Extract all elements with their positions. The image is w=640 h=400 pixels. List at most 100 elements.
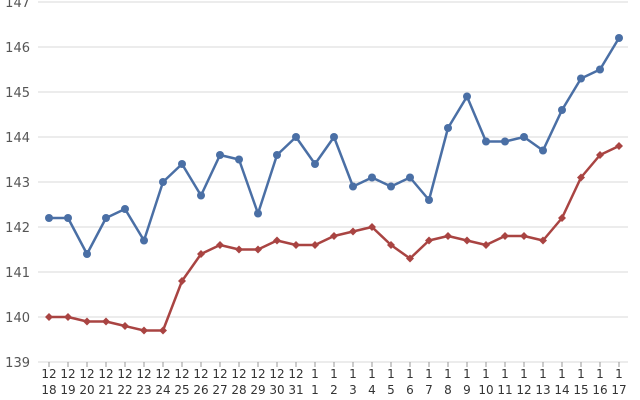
data-point bbox=[482, 241, 490, 249]
data-point bbox=[482, 137, 490, 146]
x-tick-label-day: 25 bbox=[174, 383, 189, 397]
x-tick-label-day: 1 bbox=[311, 383, 319, 397]
x-tick-label-month: 1 bbox=[463, 367, 471, 381]
data-point bbox=[102, 214, 110, 222]
data-point bbox=[159, 326, 167, 335]
data-point bbox=[539, 236, 547, 245]
x-tick-label-day: 9 bbox=[463, 383, 471, 397]
data-point bbox=[178, 160, 186, 168]
data-point bbox=[83, 250, 91, 258]
x-tick-label-day: 6 bbox=[406, 383, 414, 397]
x-tick-label-month: 12 bbox=[193, 367, 208, 381]
data-point bbox=[463, 92, 471, 101]
data-point bbox=[140, 326, 148, 335]
data-point bbox=[406, 173, 414, 182]
data-point bbox=[83, 317, 91, 326]
y-tick-label: 146 bbox=[5, 41, 30, 56]
x-tick-label-month: 1 bbox=[501, 367, 509, 381]
data-point bbox=[311, 160, 319, 168]
data-point bbox=[121, 322, 129, 330]
data-point bbox=[349, 227, 357, 236]
x-tick-label-month: 12 bbox=[79, 367, 94, 381]
x-tick-label-month: 1 bbox=[539, 367, 547, 381]
data-point bbox=[539, 146, 547, 155]
y-tick-label: 140 bbox=[5, 311, 30, 326]
x-tick-label-day: 5 bbox=[387, 383, 395, 397]
x-tick-label-month: 12 bbox=[60, 367, 75, 381]
data-point bbox=[577, 74, 585, 83]
data-point bbox=[558, 214, 566, 222]
y-tick-label: 147 bbox=[5, 0, 30, 11]
x-tick-label-day: 13 bbox=[535, 383, 550, 397]
data-point bbox=[368, 173, 376, 182]
x-tick-label-month: 1 bbox=[368, 367, 376, 381]
x-tick-label-day: 27 bbox=[212, 383, 227, 397]
data-point bbox=[387, 241, 395, 249]
x-tick-label-month: 12 bbox=[117, 367, 132, 381]
data-point bbox=[197, 250, 205, 258]
x-tick-label-month: 12 bbox=[174, 367, 189, 381]
x-tick-label-month: 1 bbox=[596, 367, 604, 381]
y-tick-label: 145 bbox=[5, 86, 30, 101]
x-tick-label-month: 12 bbox=[212, 367, 227, 381]
data-point bbox=[45, 313, 53, 321]
data-point bbox=[159, 178, 167, 186]
data-point bbox=[102, 317, 110, 326]
x-tick-label-month: 12 bbox=[155, 367, 170, 381]
x-tick-label-month: 12 bbox=[41, 367, 56, 381]
data-point bbox=[425, 236, 433, 245]
x-tick-label-day: 8 bbox=[444, 383, 452, 397]
x-tick-label-month: 1 bbox=[406, 367, 414, 381]
data-point bbox=[501, 232, 509, 240]
x-tick-label-month: 1 bbox=[444, 367, 452, 381]
x-tick-label-day: 14 bbox=[554, 383, 569, 397]
data-point bbox=[596, 151, 604, 159]
data-point bbox=[216, 241, 224, 249]
grid-lines bbox=[38, 1, 628, 363]
data-point bbox=[64, 214, 72, 222]
data-point bbox=[178, 277, 186, 285]
x-tick-label-day: 31 bbox=[288, 383, 303, 397]
data-point bbox=[444, 232, 452, 240]
data-point bbox=[311, 241, 319, 249]
x-tick-label-month: 12 bbox=[269, 367, 284, 381]
series-0 bbox=[45, 34, 623, 258]
x-tick-label-day: 3 bbox=[349, 383, 357, 397]
series-line bbox=[49, 37, 621, 256]
x-tick-label-month: 1 bbox=[349, 367, 357, 381]
data-point bbox=[330, 133, 338, 141]
data-point bbox=[406, 254, 414, 263]
x-tick-label-month: 1 bbox=[330, 367, 338, 381]
x-tick-label-day: 10 bbox=[478, 383, 493, 397]
x-tick-label-month: 1 bbox=[311, 367, 319, 381]
data-point bbox=[577, 173, 585, 182]
x-tick-label-month: 12 bbox=[231, 367, 246, 381]
data-point bbox=[121, 205, 129, 213]
data-point bbox=[292, 133, 300, 141]
data-point bbox=[520, 232, 528, 240]
x-axis: 1218121912201221122212231224122512261227… bbox=[41, 362, 627, 397]
data-point bbox=[45, 214, 53, 222]
x-tick-label-day: 30 bbox=[269, 383, 284, 397]
x-tick-label-day: 18 bbox=[41, 383, 56, 397]
x-tick-label-day: 16 bbox=[592, 383, 607, 397]
data-point bbox=[387, 182, 395, 191]
data-point bbox=[368, 223, 376, 231]
data-point bbox=[444, 124, 452, 132]
x-tick-label-day: 17 bbox=[611, 383, 626, 397]
data-point bbox=[64, 313, 72, 321]
x-tick-label-day: 2 bbox=[330, 383, 338, 397]
data-point bbox=[273, 151, 281, 159]
y-tick-label: 144 bbox=[5, 131, 30, 146]
y-tick-label: 141 bbox=[5, 266, 30, 281]
data-point bbox=[235, 155, 243, 164]
data-point bbox=[501, 137, 509, 146]
x-tick-label-month: 12 bbox=[136, 367, 151, 381]
data-point bbox=[197, 191, 205, 200]
x-tick-label-month: 1 bbox=[577, 367, 585, 381]
data-point bbox=[558, 106, 566, 114]
x-tick-label-month: 12 bbox=[98, 367, 113, 381]
y-axis: 139 140 141 142 143 144 145 146 147 bbox=[5, 0, 30, 371]
data-point bbox=[254, 209, 262, 218]
x-tick-label-month: 1 bbox=[558, 367, 566, 381]
